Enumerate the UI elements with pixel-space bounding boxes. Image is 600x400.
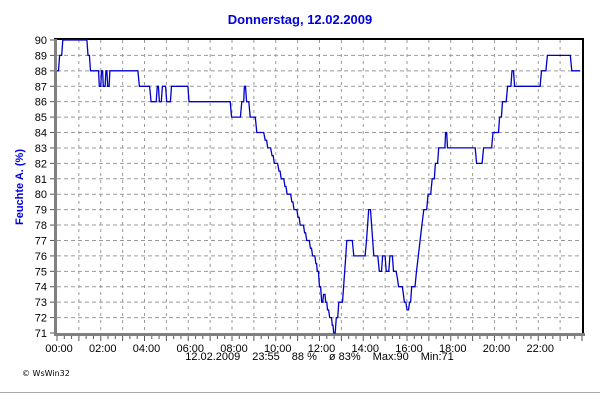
svg-text:76: 76: [35, 251, 47, 263]
status-max-value: Max:90: [372, 351, 409, 363]
svg-text:87: 87: [35, 81, 47, 93]
svg-text:82: 82: [35, 158, 47, 170]
svg-text:84: 84: [35, 128, 47, 140]
svg-text:06:00: 06:00: [176, 343, 204, 355]
window-divider: [0, 392, 600, 394]
status-line: 12.02.2009 23:55 88 % ø 83% Max:90 Min:7…: [57, 351, 582, 363]
svg-text:14:00: 14:00: [351, 343, 379, 355]
svg-text:85: 85: [35, 112, 47, 124]
status-min-value: Min:71: [420, 351, 454, 363]
watermark: © WsWin32: [22, 369, 70, 378]
svg-text:22:00: 22:00: [526, 343, 554, 355]
svg-text:12:00: 12:00: [308, 343, 336, 355]
status-time: 23:55: [252, 351, 280, 363]
svg-text:71: 71: [35, 328, 47, 340]
svg-text:75: 75: [35, 266, 47, 278]
svg-text:83: 83: [35, 143, 47, 155]
svg-text:74: 74: [35, 282, 47, 294]
svg-text:77: 77: [35, 235, 47, 247]
svg-text:08:00: 08:00: [220, 343, 248, 355]
svg-text:80: 80: [35, 189, 47, 201]
svg-text:90: 90: [35, 35, 47, 47]
svg-text:89: 89: [35, 50, 47, 62]
svg-text:10:00: 10:00: [264, 343, 292, 355]
svg-text:72: 72: [35, 313, 47, 325]
status-current-value: 88 %: [291, 351, 317, 363]
svg-text:81: 81: [35, 174, 47, 186]
svg-text:18:00: 18:00: [439, 343, 467, 355]
chart-title: Donnerstag, 12.02.2009: [227, 12, 373, 27]
svg-text:88: 88: [35, 66, 47, 78]
status-average-value: ø 83%: [328, 351, 361, 363]
svg-text:73: 73: [35, 297, 47, 309]
svg-text:00:00: 00:00: [45, 343, 73, 355]
svg-text:78: 78: [35, 220, 47, 232]
status-date: 12.02.2009: [185, 351, 241, 363]
svg-text:04:00: 04:00: [133, 343, 161, 355]
svg-text:86: 86: [35, 97, 47, 109]
svg-text:16:00: 16:00: [395, 343, 423, 355]
svg-text:79: 79: [35, 205, 47, 217]
svg-text:20:00: 20:00: [483, 343, 511, 355]
svg-text:02:00: 02:00: [89, 343, 117, 355]
